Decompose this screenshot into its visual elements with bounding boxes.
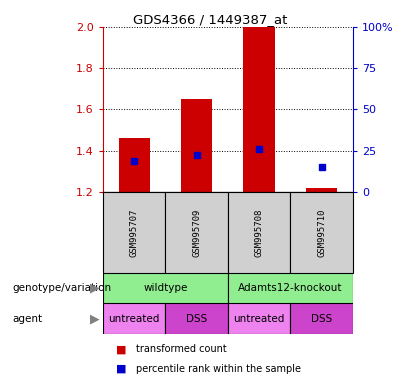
Bar xyxy=(118,138,150,192)
Text: ■: ■ xyxy=(116,364,126,374)
Bar xyxy=(306,188,337,192)
Text: agent: agent xyxy=(13,314,43,324)
Text: DSS: DSS xyxy=(186,314,207,324)
Bar xyxy=(228,192,290,273)
Text: percentile rank within the sample: percentile rank within the sample xyxy=(136,364,302,374)
Text: GSM995710: GSM995710 xyxy=(317,208,326,257)
Bar xyxy=(103,273,228,303)
Text: untreated: untreated xyxy=(108,314,160,324)
Text: GSM995708: GSM995708 xyxy=(255,208,264,257)
Bar xyxy=(165,303,228,334)
Bar xyxy=(244,27,275,192)
Bar xyxy=(290,303,353,334)
Text: genotype/variation: genotype/variation xyxy=(13,283,112,293)
Bar xyxy=(103,192,165,273)
Text: DSS: DSS xyxy=(311,314,332,324)
Bar xyxy=(228,303,290,334)
Text: transformed count: transformed count xyxy=(136,344,227,354)
Text: GSM995707: GSM995707 xyxy=(130,208,139,257)
Text: Adamts12-knockout: Adamts12-knockout xyxy=(238,283,343,293)
Text: ▶: ▶ xyxy=(90,312,99,325)
Bar xyxy=(165,192,228,273)
Text: ▶: ▶ xyxy=(90,281,99,295)
Bar xyxy=(103,303,165,334)
Text: untreated: untreated xyxy=(234,314,285,324)
Text: wildtype: wildtype xyxy=(143,283,188,293)
Text: ■: ■ xyxy=(116,344,126,354)
Text: GDS4366 / 1449387_at: GDS4366 / 1449387_at xyxy=(133,13,287,26)
Bar xyxy=(228,273,353,303)
Bar xyxy=(181,99,212,192)
Bar xyxy=(290,192,353,273)
Text: GSM995709: GSM995709 xyxy=(192,208,201,257)
